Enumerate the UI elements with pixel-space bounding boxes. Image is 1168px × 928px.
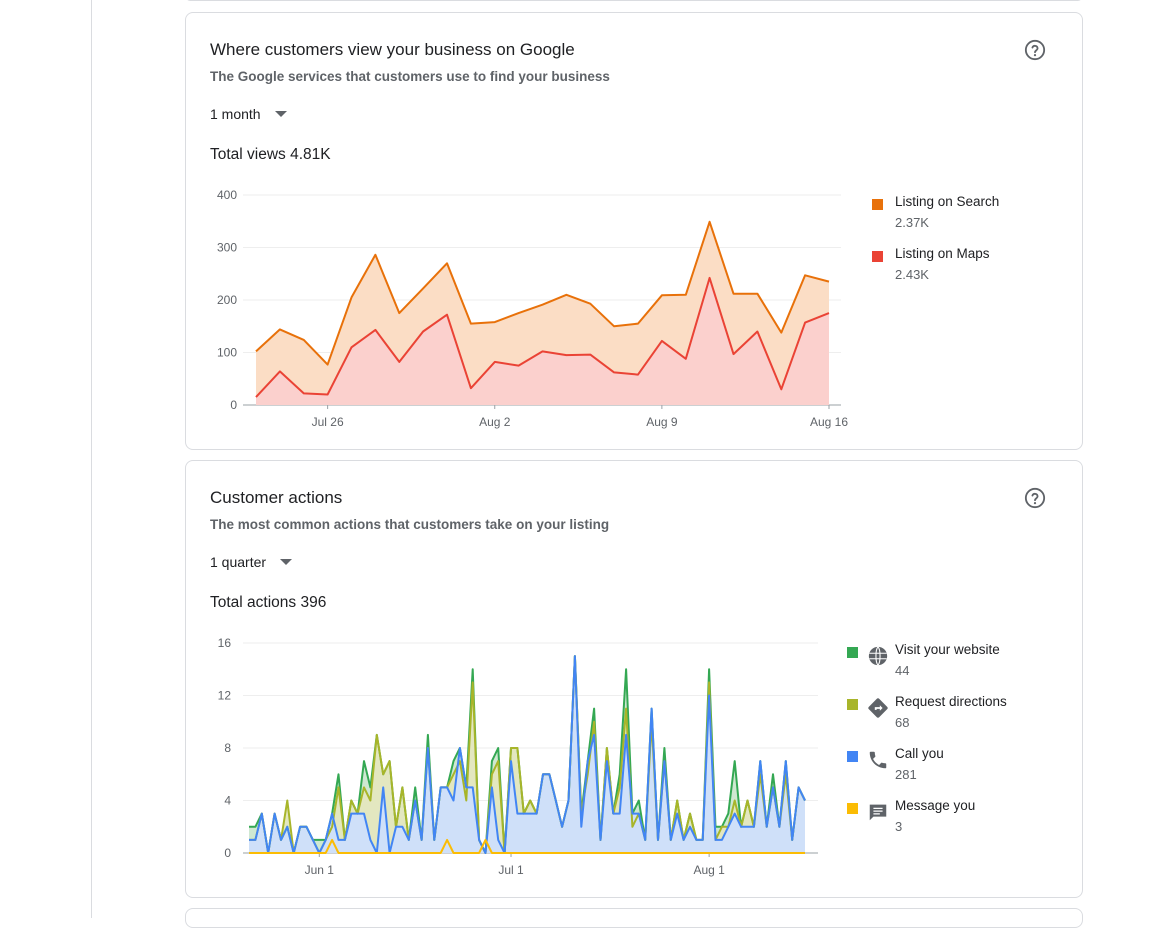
legend-swatch <box>872 251 883 262</box>
x-tick-label: Aug 16 <box>810 415 848 429</box>
series-line <box>255 276 830 398</box>
range-dropdown[interactable]: 1 quarter <box>210 554 293 570</box>
y-tick-label: 16 <box>218 636 232 650</box>
legend-value: 68 <box>895 715 910 730</box>
card-subtitle: The most common actions that customers t… <box>210 517 610 532</box>
legend-name: Listing on Maps <box>895 246 990 261</box>
y-tick-label: 12 <box>218 689 232 703</box>
range-dropdown-label: 1 month <box>210 106 261 122</box>
x-tick-label: Aug 9 <box>646 415 678 429</box>
help-icon[interactable] <box>1024 487 1046 509</box>
legend-name: Request directions <box>895 694 1007 709</box>
x-tick-label: Aug 2 <box>479 415 511 429</box>
legend-swatch <box>847 699 858 710</box>
range-dropdown[interactable]: 1 month <box>210 106 287 122</box>
y-tick-label: 4 <box>224 794 231 808</box>
range-dropdown-label: 1 quarter <box>210 554 267 570</box>
y-tick-label: 0 <box>230 398 237 412</box>
card-title: Where customers view your business on Go… <box>210 40 575 59</box>
card-subtitle: The Google services that customers use t… <box>210 69 610 84</box>
y-tick-label: 8 <box>224 741 231 755</box>
x-tick-label: Jul 26 <box>312 415 344 429</box>
left-divider <box>91 0 92 918</box>
card-title: Customer actions <box>210 488 343 507</box>
legend-value: 2.43K <box>895 267 929 282</box>
x-tick-label: Jul 1 <box>498 863 524 877</box>
help-icon[interactable] <box>1024 39 1046 61</box>
series-area <box>249 656 805 853</box>
legend-swatch <box>847 751 858 762</box>
phone-icon <box>867 749 889 771</box>
views-chart: 0 100 200 300 400 Jul 26 Aug 2 Aug 9 Aug 16 <box>217 188 848 429</box>
series-line <box>255 220 830 366</box>
legend-name: Visit your website <box>895 642 1000 657</box>
legend-value: 3 <box>895 819 903 834</box>
legend-swatch <box>872 199 883 210</box>
chevron-down-icon <box>274 111 287 117</box>
y-tick-label: 100 <box>217 346 237 360</box>
legend-name: Call you <box>895 746 944 761</box>
series-line <box>249 838 805 854</box>
legend-name: Message you <box>895 798 976 813</box>
legend-value: 2.37K <box>895 215 929 230</box>
legend-swatch <box>847 803 858 814</box>
actions-chart: 0 4 8 12 16 Jun 1 Jul 1 Aug 1 <box>218 636 818 877</box>
legend-value: 281 <box>895 767 917 782</box>
actions-card: Customer actions The most common actions… <box>185 460 1083 898</box>
views-card: Where customers view your business on Go… <box>185 12 1083 450</box>
legend-name: Listing on Search <box>895 194 1000 209</box>
series-area <box>256 277 829 405</box>
chevron-down-icon <box>280 559 293 565</box>
x-tick-label: Aug 1 <box>693 863 725 877</box>
next-card-edge <box>185 908 1083 928</box>
y-tick-label: 400 <box>217 188 237 202</box>
globe-icon <box>867 645 889 667</box>
legend-swatch <box>847 647 858 658</box>
directions-icon <box>867 697 889 719</box>
series-line <box>249 655 806 854</box>
total-actions: Total actions 396 <box>210 594 327 611</box>
total-views: Total views 4.81K <box>210 146 331 163</box>
message-icon <box>867 801 889 823</box>
previous-card-edge <box>185 0 1083 1</box>
y-tick-label: 200 <box>217 293 237 307</box>
y-tick-label: 0 <box>224 846 231 860</box>
legend-value: 44 <box>895 663 910 678</box>
x-tick-label: Jun 1 <box>305 863 335 877</box>
y-tick-label: 300 <box>217 241 237 255</box>
